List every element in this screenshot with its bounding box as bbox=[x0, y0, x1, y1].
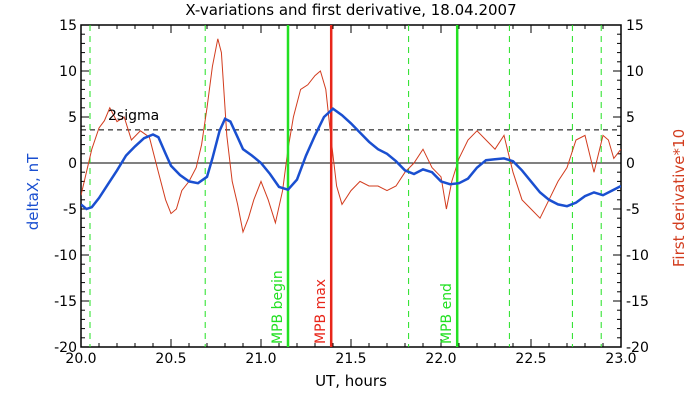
y-tick-label-left: 0 bbox=[68, 156, 77, 172]
y-tick-label-left: -5 bbox=[63, 202, 77, 218]
y-axis-label-right: First derivative*10 bbox=[670, 129, 688, 267]
y-ticks-left: -20 -15 -10 -5 0 5 10 15 bbox=[54, 18, 89, 356]
boundary-label: MPB end bbox=[439, 283, 455, 344]
y-tick-label-right: 5 bbox=[626, 110, 635, 126]
derivative-series-line bbox=[81, 38, 621, 234]
chart-title: X-variations and first derivative, 18.04… bbox=[185, 1, 516, 19]
y-tick-label-right: -15 bbox=[626, 294, 649, 310]
x-tick-label: 22.0 bbox=[425, 351, 456, 367]
y-tick-label-right: -5 bbox=[626, 202, 640, 218]
deltax-series-line bbox=[81, 107, 621, 211]
x-tick-label: 22.5 bbox=[515, 351, 546, 367]
x-tick-label: 20.5 bbox=[155, 351, 186, 367]
y-tick-label-left: 10 bbox=[59, 64, 77, 80]
y-axis-label-left: deltaX, nT bbox=[24, 153, 42, 230]
y-tick-label-right: -20 bbox=[626, 340, 649, 356]
boundary-label: MPB max bbox=[313, 279, 329, 344]
boundary-lines bbox=[286, 25, 459, 347]
x-tick-label: 21.0 bbox=[245, 351, 276, 367]
y-tick-label-left: -10 bbox=[54, 248, 77, 264]
x-tick-label: 23.0 bbox=[605, 351, 636, 367]
y-tick-label-left: 5 bbox=[68, 110, 77, 126]
y-tick-label-left: 15 bbox=[59, 18, 77, 34]
y-tick-label-right: -10 bbox=[626, 248, 649, 264]
y-tick-label-right: 0 bbox=[626, 156, 635, 172]
two-sigma-label: 2sigma bbox=[108, 108, 159, 124]
boundary-labels: MPB begin MPB max MPB end bbox=[270, 270, 455, 344]
x-axis-label: UT, hours bbox=[315, 372, 387, 390]
y-tick-label-right: 10 bbox=[626, 64, 644, 80]
y-ticks-right: -20 -15 -10 -5 0 5 10 15 bbox=[613, 18, 649, 356]
y-tick-label-right: 15 bbox=[626, 18, 644, 34]
x-tick-label: 21.5 bbox=[335, 351, 366, 367]
y-tick-label-left: -20 bbox=[54, 340, 77, 356]
x-ticks: 20.0 20.5 21.0 21.5 22.0 22.5 23.0 bbox=[65, 25, 637, 367]
dashed-verticals bbox=[89, 25, 602, 347]
x-tick-label: 20.0 bbox=[65, 351, 96, 367]
boundary-label: MPB begin bbox=[270, 270, 286, 344]
y-tick-label-left: -15 bbox=[54, 294, 77, 310]
